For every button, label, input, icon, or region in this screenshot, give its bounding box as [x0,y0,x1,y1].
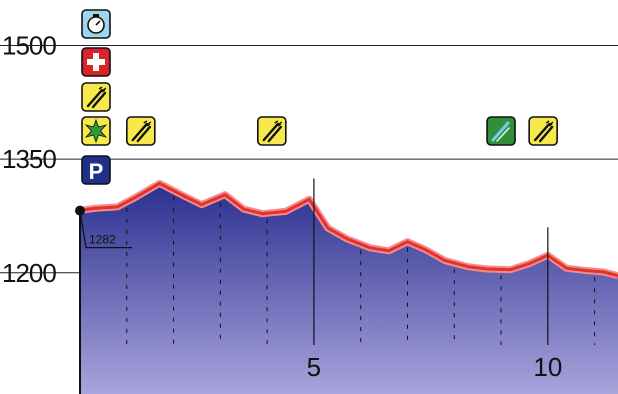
x-tick-labels: 5 10 [307,352,563,382]
star [84,118,108,144]
y-tick-labels: 1500 1350 1200 [2,30,57,288]
icon-frame [81,155,111,185]
x-tick-label: 10 [533,352,562,382]
tool-edge [496,127,510,142]
viewpoint-icon [81,9,111,39]
tines [544,120,554,129]
x-guides [126,178,596,345]
x-tick-label: 5 [307,352,321,382]
dial-top [93,14,99,17]
profile-area [79,179,618,394]
y-tick-label: 1350 [2,144,56,174]
y-tick-label: 1200 [2,258,56,288]
parking-letter: P [89,159,104,184]
y-tick-label: 1500 [2,30,56,60]
poi-icons: P [81,9,558,185]
knife [91,91,107,109]
tines [97,86,107,95]
annotation-leader [79,210,132,249]
tines [273,120,283,129]
profile-line [79,181,618,278]
parking-icon: P [81,155,111,185]
attraction-icon [81,116,111,146]
dial-hand [95,20,101,26]
knife [538,125,554,143]
restaurant-icon [126,116,156,146]
restaurant-icon [257,116,287,146]
restaurant-icon [528,116,558,146]
tool-blade [491,121,510,142]
tines [142,120,152,129]
profile-fill [80,183,618,394]
knife [267,125,283,143]
first-aid-icon [81,47,111,77]
cross-h [87,59,105,65]
start-altitude-annotation: 1282 [75,205,132,249]
bike-repair-icon [486,116,516,146]
annotation-label: 1282 [89,233,116,247]
restaurant-icon [81,82,111,112]
knife [136,125,152,143]
